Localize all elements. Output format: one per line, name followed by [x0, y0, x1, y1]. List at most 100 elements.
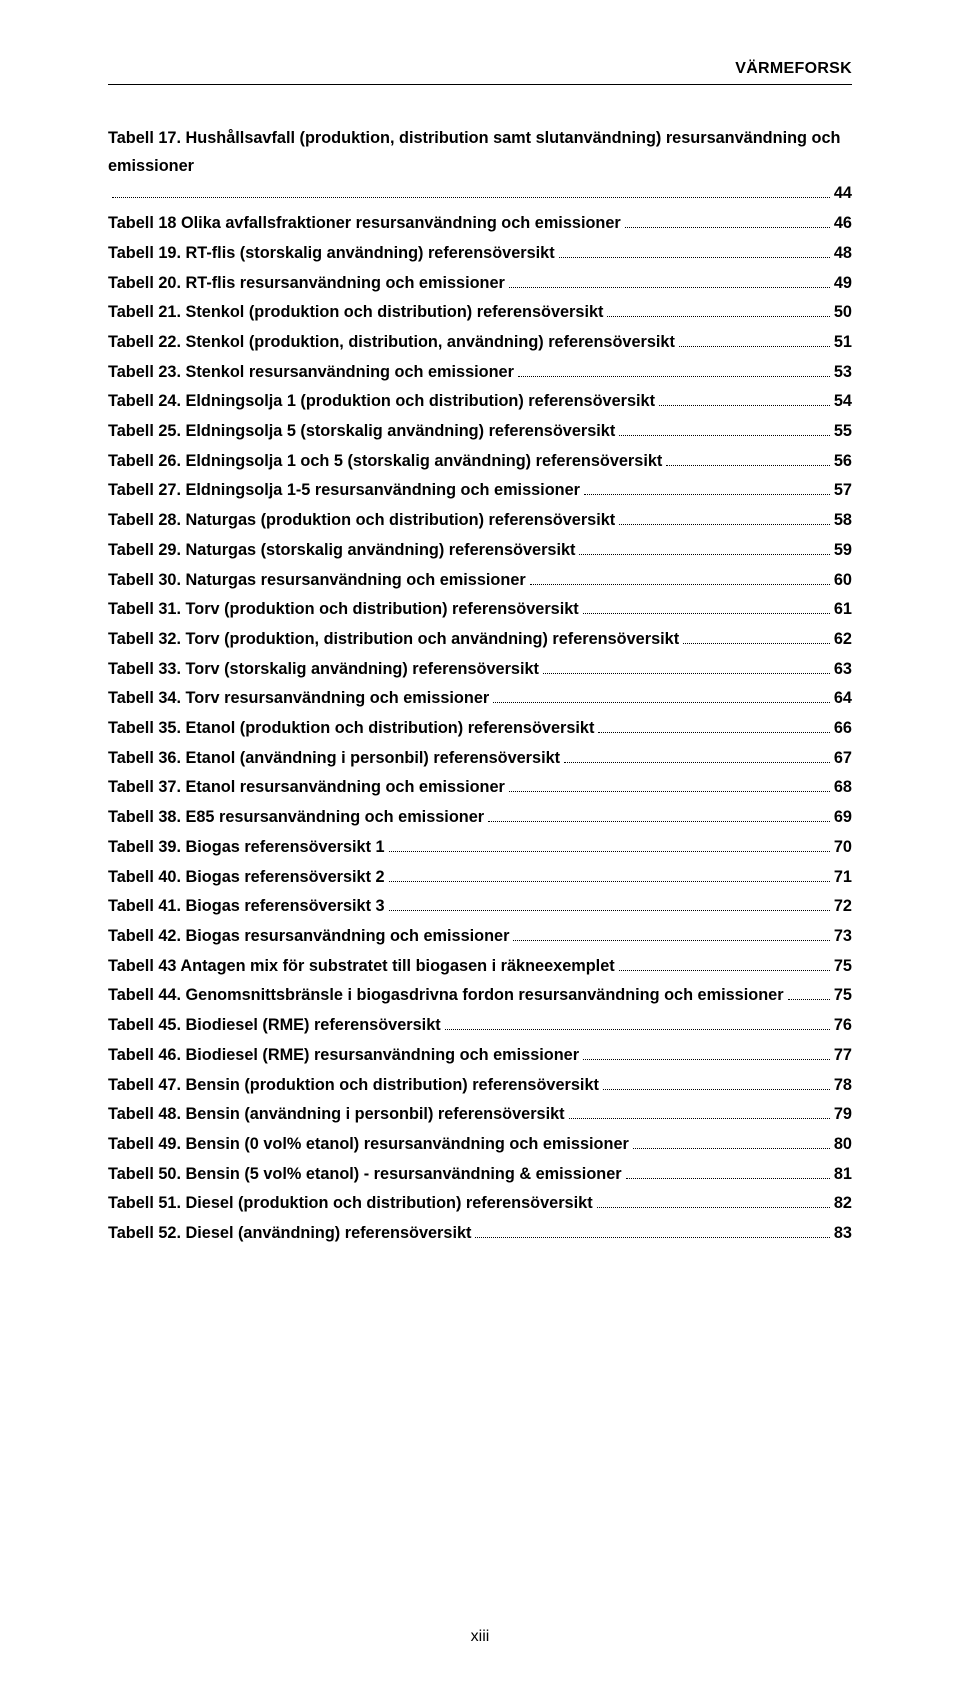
- toc-label: Tabell 38. E85 resursanvändning och emis…: [108, 804, 484, 832]
- toc-label: Tabell 20. RT-flis resursanvändning och …: [108, 270, 505, 298]
- toc-row: Tabell 31. Torv (produktion och distribu…: [108, 596, 852, 624]
- toc-leader: [683, 628, 830, 644]
- toc-page: 59: [834, 537, 852, 565]
- toc-page: 69: [834, 804, 852, 832]
- toc-row: Tabell 41. Biogas referensöversikt 372: [108, 893, 852, 921]
- header-brand: VÄRMEFORSK: [108, 60, 852, 78]
- toc-label: Tabell 26. Eldningsolja 1 och 5 (storska…: [108, 448, 662, 476]
- toc-leader: [488, 807, 830, 823]
- toc-label: Tabell 45. Biodiesel (RME) referensövers…: [108, 1012, 441, 1040]
- toc-page: 53: [834, 359, 852, 387]
- toc-list: Tabell 17. Hushållsavfall (produktion, d…: [108, 125, 852, 1248]
- toc-leader: [493, 688, 830, 704]
- toc-label: Tabell 52. Diesel (användning) referensö…: [108, 1220, 471, 1248]
- toc-leader: [603, 1074, 830, 1090]
- toc-label: Tabell 23. Stenkol resursanvändning och …: [108, 359, 514, 387]
- toc-row: Tabell 39. Biogas referensöversikt 1 70: [108, 834, 852, 862]
- toc-label: Tabell 17. Hushållsavfall (produktion, d…: [108, 125, 852, 180]
- toc-label: Tabell 40. Biogas referensöversikt 2: [108, 864, 385, 892]
- toc-label: Tabell 51. Diesel (produktion och distri…: [108, 1190, 593, 1218]
- toc-row: Tabell 23. Stenkol resursanvändning och …: [108, 359, 852, 387]
- toc-page: 75: [834, 953, 852, 981]
- toc-label: Tabell 36. Etanol (användning i personbi…: [108, 745, 560, 773]
- toc-leader: [389, 896, 830, 912]
- toc-page: 50: [834, 299, 852, 327]
- toc-label: Tabell 49. Bensin (0 vol% etanol) resurs…: [108, 1131, 629, 1159]
- toc-page: 83: [834, 1220, 852, 1248]
- toc-row: Tabell 48. Bensin (användning i personbi…: [108, 1101, 852, 1129]
- toc-page: 60: [834, 567, 852, 595]
- toc-leader: [619, 509, 830, 525]
- toc-page: 73: [834, 923, 852, 951]
- toc-label: Tabell 48. Bensin (användning i personbi…: [108, 1101, 565, 1129]
- toc-label: Tabell 25. Eldningsolja 5 (storskalig an…: [108, 418, 615, 446]
- toc-page: 76: [834, 1012, 852, 1040]
- toc-leader: [389, 836, 830, 852]
- toc-row: Tabell 38. E85 resursanvändning och emis…: [108, 804, 852, 832]
- toc-row: Tabell 49. Bensin (0 vol% etanol) resurs…: [108, 1131, 852, 1159]
- toc-leader: [475, 1222, 829, 1238]
- toc-label: Tabell 50. Bensin (5 vol% etanol) - resu…: [108, 1161, 622, 1189]
- toc-leader: [584, 480, 830, 496]
- toc-page: 51: [834, 329, 852, 357]
- toc-page: 48: [834, 240, 852, 268]
- toc-leader: [509, 272, 830, 288]
- toc-leader: [597, 1193, 830, 1209]
- toc-page: 64: [834, 685, 852, 713]
- toc-row: Tabell 42. Biogas resursanvändning och e…: [108, 923, 852, 951]
- toc-leader: [666, 450, 830, 466]
- toc-row: Tabell 24. Eldningsolja 1 (produktion oc…: [108, 388, 852, 416]
- toc-label: Tabell 47. Bensin (produktion och distri…: [108, 1072, 599, 1100]
- toc-row: Tabell 25. Eldningsolja 5 (storskalig an…: [108, 418, 852, 446]
- toc-row: Tabell 33. Torv (storskalig användning) …: [108, 656, 852, 684]
- toc-leader: [583, 1044, 830, 1060]
- toc-label: Tabell 21. Stenkol (produktion och distr…: [108, 299, 603, 327]
- toc-row: Tabell 21. Stenkol (produktion och distr…: [108, 299, 852, 327]
- toc-leader: [679, 331, 830, 347]
- toc-row: Tabell 29. Naturgas (storskalig användni…: [108, 537, 852, 565]
- toc-page: 80: [834, 1131, 852, 1159]
- toc-row: Tabell 19. RT-flis (storskalig användnin…: [108, 240, 852, 268]
- toc-page: 57: [834, 477, 852, 505]
- toc-page: 78: [834, 1072, 852, 1100]
- toc-row: Tabell 37. Etanol resursanvändning och e…: [108, 774, 852, 802]
- toc-page: 61: [834, 596, 852, 624]
- toc-row: Tabell 27. Eldningsolja 1-5 resursanvänd…: [108, 477, 852, 505]
- toc-page: 44: [834, 180, 852, 208]
- toc-row: Tabell 26. Eldningsolja 1 och 5 (storska…: [108, 448, 852, 476]
- toc-leader: [579, 539, 829, 555]
- toc-label: Tabell 30. Naturgas resursanvändning och…: [108, 567, 526, 595]
- toc-leader: [633, 1133, 830, 1149]
- toc-row: Tabell 32. Torv (produktion, distributio…: [108, 626, 852, 654]
- toc-leader: [112, 183, 830, 199]
- toc-page: 70: [834, 834, 852, 862]
- toc-leader: [530, 569, 830, 585]
- toc-page: 66: [834, 715, 852, 743]
- toc-row: Tabell 52. Diesel (användning) referensö…: [108, 1220, 852, 1248]
- toc-page: 82: [834, 1190, 852, 1218]
- toc-row: Tabell 34. Torv resursanvändning och emi…: [108, 685, 852, 713]
- toc-label: Tabell 32. Torv (produktion, distributio…: [108, 626, 679, 654]
- toc-page: 63: [834, 656, 852, 684]
- toc-leader: [788, 985, 830, 1001]
- toc-leader: [619, 955, 830, 971]
- toc-label: Tabell 27. Eldningsolja 1-5 resursanvänd…: [108, 477, 580, 505]
- toc-label: Tabell 42. Biogas resursanvändning och e…: [108, 923, 509, 951]
- toc-page: 71: [834, 864, 852, 892]
- toc-page: 72: [834, 893, 852, 921]
- toc-label: Tabell 18 Olika avfallsfraktioner resurs…: [108, 210, 621, 238]
- toc-page: 55: [834, 418, 852, 446]
- toc-leader: [626, 1163, 830, 1179]
- toc-row: Tabell 18 Olika avfallsfraktioner resurs…: [108, 210, 852, 238]
- toc-row: Tabell 30. Naturgas resursanvändning och…: [108, 567, 852, 595]
- toc-leader: [583, 599, 830, 615]
- toc-leader: [564, 747, 830, 763]
- toc-label: Tabell 37. Etanol resursanvändning och e…: [108, 774, 505, 802]
- toc-leader: [619, 420, 830, 436]
- document-page: VÄRMEFORSK Tabell 17. Hushållsavfall (pr…: [0, 0, 960, 1706]
- toc-row: Tabell 45. Biodiesel (RME) referensövers…: [108, 1012, 852, 1040]
- page-number: xiii: [0, 1628, 960, 1646]
- toc-leader: [445, 1014, 830, 1030]
- toc-leader: [659, 391, 830, 407]
- toc-label: Tabell 39. Biogas referensöversikt 1: [108, 834, 385, 862]
